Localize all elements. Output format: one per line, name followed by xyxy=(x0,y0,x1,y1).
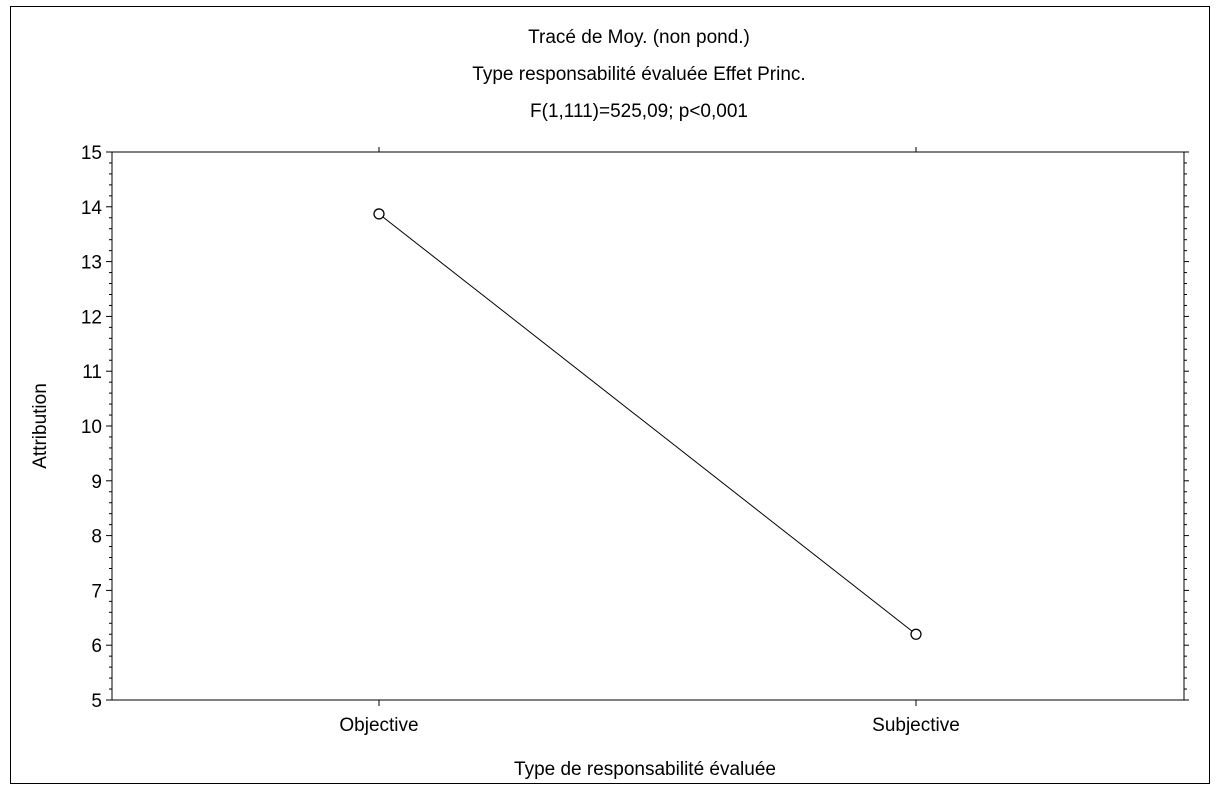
y-tick-label: 5 xyxy=(91,691,102,712)
plot-area xyxy=(111,151,1185,701)
data-point xyxy=(373,208,385,220)
data-point xyxy=(910,628,922,640)
y-tick-label: 13 xyxy=(81,253,102,274)
y-tick-label: 7 xyxy=(91,581,102,602)
y-tick-label: 10 xyxy=(81,417,102,438)
x-axis-label: Type de responsabilité évaluée xyxy=(514,759,776,780)
series-layer xyxy=(373,208,922,640)
y-tick-label: 9 xyxy=(91,472,102,493)
y-tick-label: 12 xyxy=(81,307,102,328)
title-line-3: F(1,111)=525,09; p<0,001 xyxy=(530,101,748,122)
title-line-2: Type responsabilité évaluée Effet Princ. xyxy=(472,64,805,85)
y-tick-label: 8 xyxy=(91,527,102,548)
title-line-1: Tracé de Moy. (non pond.) xyxy=(528,27,750,48)
y-tick-label: 14 xyxy=(81,198,103,219)
y-tick-label: 6 xyxy=(91,636,102,657)
y-tick-label: 15 xyxy=(81,143,102,164)
y-axis-label: Attribution xyxy=(30,383,51,469)
series-line xyxy=(378,213,917,635)
y-axis: 5 6 7 8 9 10 11 12 13 14 15 xyxy=(81,143,1189,712)
chart-title: Tracé de Moy. (non pond.) Type responsab… xyxy=(472,27,805,122)
x-tick-label: Subjective xyxy=(872,715,960,736)
x-tick-label: Objective xyxy=(339,715,418,736)
y-tick-label: 11 xyxy=(82,362,102,383)
x-axis: Objective Subjective xyxy=(339,147,960,736)
